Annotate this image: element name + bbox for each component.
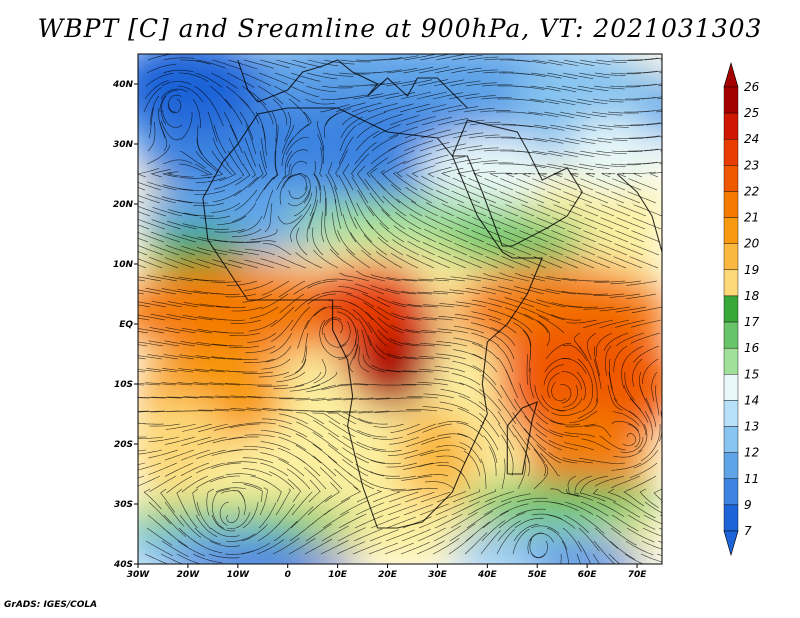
colorbar-label: 14 <box>744 393 759 407</box>
lat-tick-label: 40S <box>113 560 133 570</box>
colorbar-label: 7 <box>744 524 752 538</box>
colorbar-segment <box>723 347 739 375</box>
temperature-field <box>138 54 662 564</box>
colorbar-segment <box>723 321 739 349</box>
lat-tick-label: 10N <box>113 260 134 270</box>
lon-tick-label: 40E <box>477 570 498 580</box>
colorbar-label: 9 <box>744 498 752 512</box>
colorbar-segment <box>723 426 739 453</box>
colorbar-label: 24 <box>744 132 759 146</box>
colorbar: 26 25 24 23 22 21 20 19 18 17 16 15 14 13 12 11 9 7 <box>723 61 760 557</box>
colorbar-segment <box>723 478 739 506</box>
colorbar-segment <box>723 165 739 192</box>
lat-tick-label: 40N <box>112 80 134 90</box>
colorbar-segment <box>723 191 739 218</box>
colorbar-segment <box>723 112 739 140</box>
colorbar-segment <box>723 374 739 401</box>
map-area <box>138 54 662 564</box>
lon-tick-label: 30W <box>127 570 151 580</box>
colorbar-segment <box>723 139 739 166</box>
latitude-ticks: 40N 30N 20N 10N EQ 10S 20S 30S 40S <box>112 80 138 570</box>
colorbar-label: 19 <box>744 263 759 277</box>
colorbar-label: 23 <box>744 158 759 172</box>
grads-credit: GrADS: IGES/COLA <box>4 600 98 610</box>
colorbar-label: 13 <box>744 420 759 434</box>
colorbar-segment <box>723 243 739 271</box>
colorbar-label: 20 <box>744 237 760 251</box>
streamlines <box>138 54 662 564</box>
lat-tick-label: 10S <box>114 380 133 390</box>
colorbar-segment <box>723 217 739 244</box>
colorbar-label: 18 <box>744 289 760 303</box>
lat-tick-label: 20S <box>114 440 133 450</box>
colorbar-label: 15 <box>744 367 759 381</box>
colorbar-segment <box>723 295 739 323</box>
colorbar-segment <box>723 269 739 297</box>
map-frame <box>137 53 663 565</box>
lon-tick-label: 10W <box>227 570 251 580</box>
lon-tick-label: 60E <box>578 570 598 580</box>
colorbar-label: 17 <box>744 315 760 329</box>
lon-tick-label: 20E <box>378 570 398 580</box>
colorbar-label: 25 <box>744 106 759 120</box>
lat-tick-label: 30N <box>113 140 134 150</box>
colorbar-segment <box>723 86 739 114</box>
longitude-ticks: 30W 20W 10W 0 10E 20E 30E 40E 50E 60E 70E <box>127 564 647 580</box>
lat-tick-label: 30S <box>114 500 133 510</box>
colorbar-segment <box>723 400 739 427</box>
colorbar-label: 22 <box>744 184 759 198</box>
lat-tick-label: 20N <box>113 200 134 210</box>
lon-tick-label: 30E <box>428 570 448 580</box>
lon-tick-label: 50E <box>528 570 548 580</box>
colorbar-label: 26 <box>744 80 760 94</box>
lon-tick-label: 0 <box>285 570 291 580</box>
lon-tick-label: 70E <box>628 570 648 580</box>
lon-tick-label: 20W <box>177 570 201 580</box>
colorbar-top-arrow <box>723 61 739 88</box>
colorbar-label: 12 <box>744 446 759 460</box>
colorbar-label: 21 <box>744 211 759 225</box>
colorbar-label: 16 <box>744 341 760 355</box>
colorbar-segment <box>723 504 739 532</box>
colorbar-bottom-arrow <box>723 530 739 557</box>
chart-title: WBPT [C] and Sreamline at 900hPa, VT: 20… <box>37 14 763 43</box>
lon-tick-label: 10E <box>328 570 348 580</box>
lat-tick-label: EQ <box>119 320 133 330</box>
colorbar-segment <box>723 452 739 479</box>
colorbar-label: 11 <box>744 472 759 486</box>
